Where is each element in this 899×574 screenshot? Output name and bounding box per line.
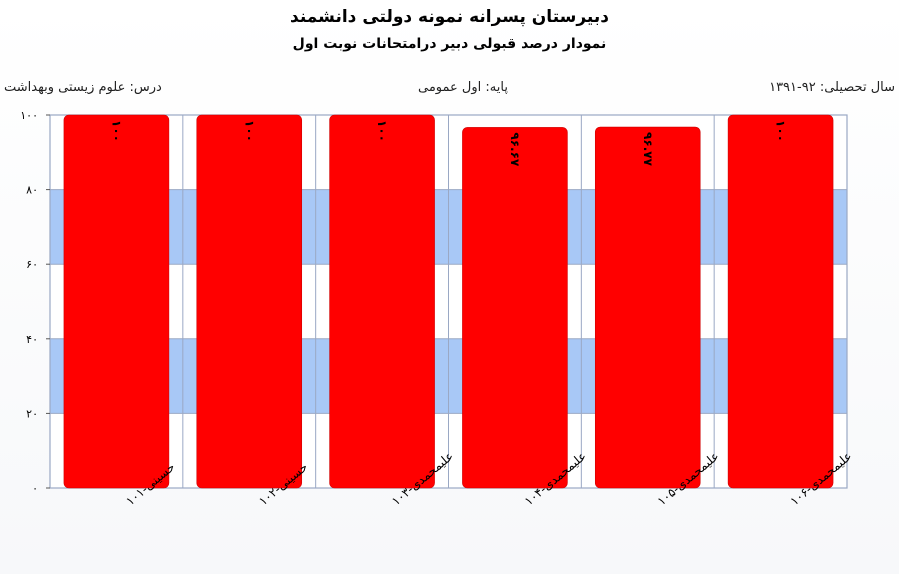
bar xyxy=(196,114,303,489)
bar-value-label: ۱۰۰ xyxy=(109,120,123,142)
bar-value-label: ۹۶.۶۷ xyxy=(508,132,522,167)
school-year-label: سال تحصیلی: ۹۲-۱۳۹۱ xyxy=(769,80,895,95)
bar-value-label: ۱۰۰ xyxy=(242,120,256,142)
subject-label: درس: علوم زیستی وبهداشت xyxy=(4,80,162,95)
chart-title: دبیرستان پسرانه نمونه دولتی دانشمند xyxy=(290,7,609,27)
chart-subtitle: نمودار درصد قبولی دبیر درامتحانات نوبت ا… xyxy=(292,36,607,52)
y-tick-label: ۱۰۰ xyxy=(20,109,38,122)
bar xyxy=(727,114,834,489)
bar-value-label: ۱۰۰ xyxy=(774,120,788,142)
y-tick-label: ۶۰ xyxy=(26,258,38,271)
y-tick-label: ۴۰ xyxy=(26,333,38,346)
bar xyxy=(63,114,170,489)
plot-border xyxy=(49,114,848,489)
bar xyxy=(329,114,435,489)
y-tick-label: ۲۰ xyxy=(26,407,38,420)
bar xyxy=(594,126,701,489)
bar-value-label: ۹۶.۷۷ xyxy=(641,132,655,167)
y-tick-label: ۸۰ xyxy=(26,184,38,197)
bar xyxy=(462,127,568,489)
bar-value-label: ۱۰۰ xyxy=(375,120,389,142)
y-tick-label: ۰ xyxy=(32,482,38,495)
grade-label: پایه: اول عمومی xyxy=(418,80,508,95)
